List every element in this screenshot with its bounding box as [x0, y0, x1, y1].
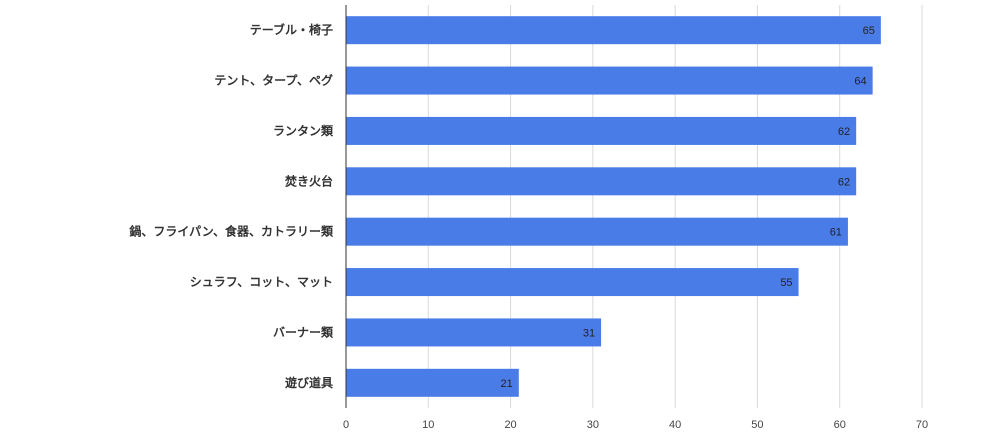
- data-label: 62: [838, 126, 850, 138]
- bar: [346, 268, 799, 297]
- bar: [346, 66, 873, 95]
- x-tick-label: 20: [504, 419, 516, 431]
- data-label: 21: [501, 378, 513, 390]
- data-label: 55: [780, 277, 792, 289]
- x-tick-label: 40: [669, 419, 681, 431]
- x-tick-label: 10: [422, 419, 434, 431]
- bar: [346, 217, 848, 246]
- data-label: 61: [830, 227, 842, 239]
- x-tick-labels: 0 10 20 30 40 50 60 70: [343, 419, 928, 431]
- bar: [346, 318, 602, 347]
- bar: [346, 368, 519, 397]
- bar: [346, 167, 857, 196]
- data-labels: 65 64 62 62 61 55 31 21: [501, 25, 875, 390]
- x-tick-label: 30: [587, 419, 599, 431]
- x-tick-label: 60: [834, 419, 846, 431]
- x-tick-label: 70: [916, 419, 928, 431]
- data-label: 31: [583, 327, 595, 339]
- x-tick-label: 0: [343, 419, 349, 431]
- category-label: 鍋、フライパン、食器、カトラリー類: [129, 224, 334, 239]
- data-label: 64: [854, 76, 866, 88]
- category-label: シュラフ、コット、マット: [190, 275, 333, 289]
- category-labels: テーブル・椅子テント、タープ、ペグランタン類焚き火台鍋、フライパン、食器、カトラ…: [129, 22, 334, 390]
- data-label: 65: [863, 25, 875, 37]
- category-label: 遊び道具: [285, 375, 333, 390]
- bars: [346, 16, 881, 397]
- category-label: バーナー類: [273, 324, 334, 339]
- data-label: 62: [838, 176, 850, 188]
- bar: [346, 16, 881, 45]
- category-label: テーブル・椅子: [250, 22, 333, 37]
- bar: [346, 116, 857, 145]
- category-label: テント、タープ、ペグ: [214, 73, 333, 88]
- gridlines: [427, 5, 923, 408]
- category-label: ランタン類: [273, 123, 334, 138]
- category-label: 焚き火台: [284, 173, 333, 188]
- x-tick-label: 50: [751, 419, 763, 431]
